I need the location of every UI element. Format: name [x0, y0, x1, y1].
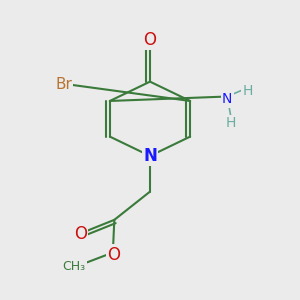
Text: N: N	[143, 147, 157, 165]
Text: O: O	[107, 246, 120, 264]
Text: H: H	[242, 84, 253, 98]
Text: N: N	[222, 92, 232, 106]
Text: H: H	[226, 116, 236, 130]
Text: O: O	[74, 225, 87, 243]
Text: O: O	[143, 31, 157, 49]
Text: Br: Br	[56, 77, 72, 92]
Text: CH₃: CH₃	[63, 260, 86, 273]
